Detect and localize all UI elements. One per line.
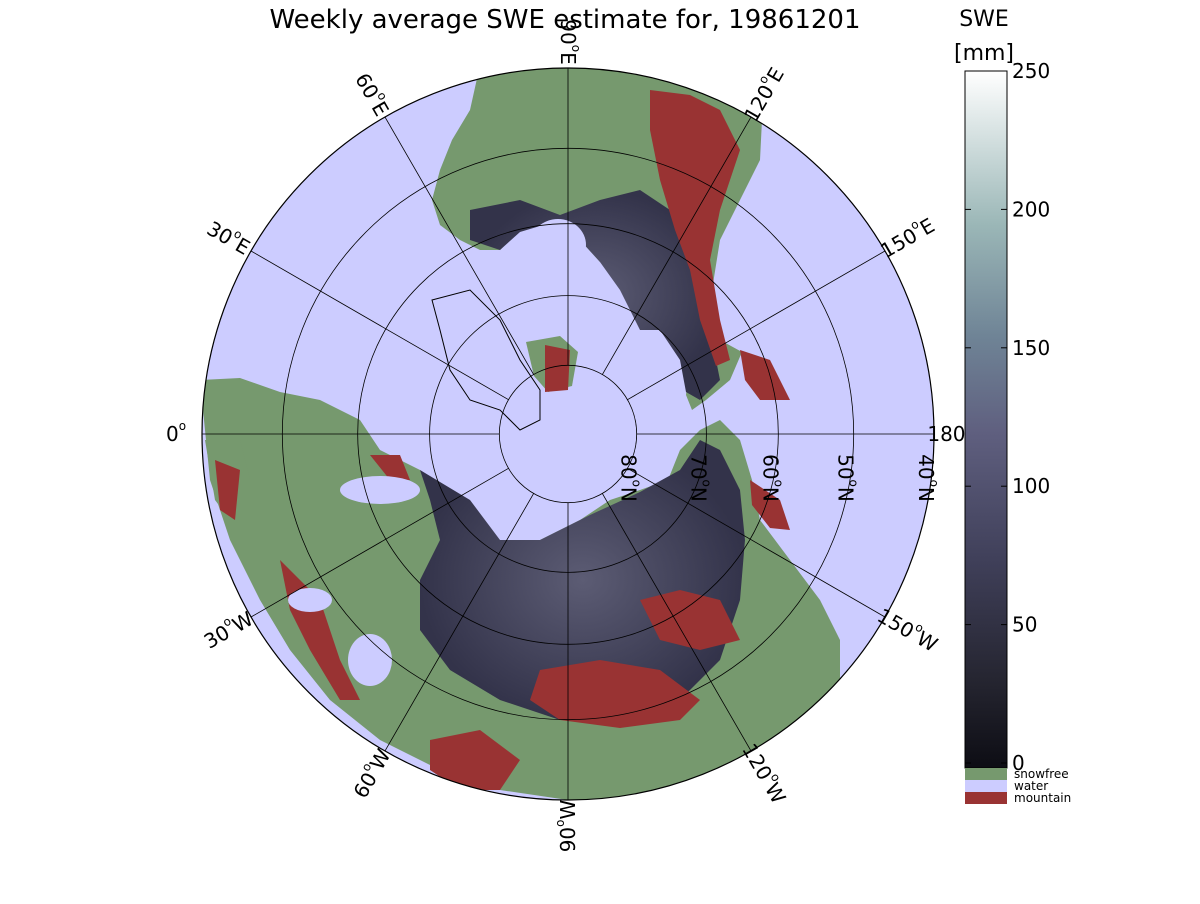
legend-swatch-snowfree — [965, 768, 1007, 780]
latitude-label: 70oN — [686, 454, 713, 502]
colorbar-tick-label: 200 — [1012, 197, 1050, 221]
iberia-mountains — [215, 460, 240, 520]
central-asia-mountains — [530, 660, 700, 728]
longitude-label: 120oE — [736, 62, 788, 126]
meridian-line — [250, 467, 509, 618]
meridian-line — [250, 250, 509, 401]
graticule — [202, 68, 934, 800]
hudson-bay — [530, 219, 586, 271]
latitude-label: 40oN — [914, 454, 941, 502]
colorbar-tick-label: 150 — [1012, 336, 1050, 360]
scandinavian-mountains — [370, 455, 410, 480]
longitude-label: 120oW — [737, 738, 793, 808]
caspian-sea — [348, 634, 392, 686]
colorbar-tick-label: 0 — [1012, 751, 1025, 775]
himalaya-mountains — [430, 730, 520, 790]
map-boundary — [201, 67, 935, 801]
greenland-outline — [431, 289, 541, 431]
longitude-label: 90oW — [553, 799, 580, 852]
rocky-mountains — [650, 90, 740, 366]
kamchatka-mountains — [750, 480, 790, 530]
colorbar-gradient — [964, 70, 1008, 769]
north-america-snow — [470, 190, 720, 400]
colorbar-unit: [mm] — [954, 41, 1014, 66]
black-sea — [288, 588, 332, 612]
ellesmere-mountains — [545, 345, 570, 392]
legend-label: snowfree — [1014, 767, 1069, 781]
legend-label: mountain — [1014, 791, 1071, 805]
legend-label: water — [1014, 779, 1048, 793]
colorbar-title: SWE — [959, 7, 1009, 32]
longitude-label: 30oE — [203, 214, 256, 260]
latitude-labels: 80oN 70oN 60oN 50oN 40oN — [617, 454, 941, 502]
legend-swatch-water — [965, 780, 1007, 792]
latitude-label: 80oN — [617, 454, 644, 502]
colorbar-tick-label: 50 — [1012, 613, 1037, 637]
map-title: Weekly average SWE estimate for, 1986120… — [269, 5, 860, 35]
meridian-line — [384, 493, 535, 752]
latitude-label: 50oN — [834, 454, 861, 502]
meridian-line — [627, 250, 886, 401]
longitude-label: 90oE — [556, 19, 583, 64]
legend-swatch-mountain — [965, 792, 1007, 804]
colorbar-tick-label: 250 — [1012, 59, 1050, 83]
colorbar-ticks: 250 200 150 100 50 0 — [965, 59, 1050, 775]
longitude-label: 60oE — [350, 67, 396, 120]
east-siberia-mountains — [640, 590, 740, 650]
longitude-label: 150oW — [873, 601, 943, 657]
meridian-line — [627, 467, 886, 618]
meridian-line — [384, 116, 535, 375]
meridian-line — [601, 116, 752, 375]
map-disk — [202, 68, 934, 800]
eurasia-snow — [420, 440, 745, 720]
longitude-label: 150oE — [875, 210, 939, 262]
meridian-line — [601, 493, 752, 752]
baltic-sea — [340, 476, 420, 504]
latitude-label: 60oN — [758, 454, 785, 502]
alaska-range — [740, 350, 790, 400]
longitude-label: 0o — [166, 419, 186, 446]
colorbar-tick-label: 100 — [1012, 474, 1050, 498]
